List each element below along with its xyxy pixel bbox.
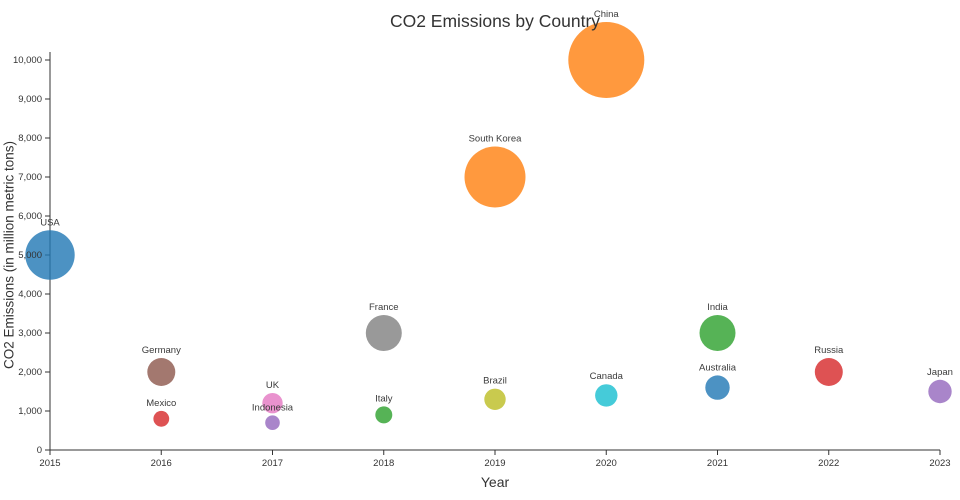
bubble-label: South Korea [469, 134, 523, 145]
y-tick-label: 7,000 [18, 172, 42, 183]
bubble-label: Mexico [146, 398, 176, 409]
bubble-label: Australia [699, 362, 737, 373]
x-tick-label: 2018 [373, 458, 394, 469]
bubble-label: India [707, 302, 728, 313]
x-tick-label: 2021 [707, 458, 728, 469]
x-tick-label: 2019 [484, 458, 505, 469]
x-tick-label: 2016 [151, 458, 172, 469]
y-tick-label: 0 [37, 445, 42, 456]
bubble-italy[interactable] [375, 406, 393, 424]
y-tick-label: 3,000 [18, 328, 42, 339]
bubble-australia[interactable] [705, 375, 730, 400]
chart-title: CO2 Emissions by Country [389, 11, 601, 31]
bubble-brazil[interactable] [484, 388, 506, 410]
bubble-label: Germany [142, 345, 181, 356]
x-axis-label: Year [480, 474, 510, 490]
y-tick-label: 9,000 [18, 94, 42, 105]
x-tick-label: 2015 [39, 458, 60, 469]
bubble-uk[interactable] [262, 393, 283, 414]
y-tick-label: 10,000 [13, 55, 42, 66]
y-tick-label: 8,000 [18, 133, 42, 144]
bubble-china[interactable] [568, 22, 645, 98]
y-axis-label: CO2 Emissions (in million metric tons) [1, 140, 17, 370]
bubble-japan[interactable] [928, 379, 952, 404]
bubble-canada[interactable] [595, 384, 618, 407]
bubble-usa[interactable] [25, 230, 75, 280]
bubble-label: Russia [814, 345, 844, 356]
bubble-label: USA [40, 217, 60, 228]
x-tick-label: 2017 [262, 458, 283, 469]
bubble-france[interactable] [365, 315, 402, 351]
bubble-label: Italy [375, 393, 393, 404]
y-tick-label: 4,000 [18, 289, 42, 300]
bubble-india[interactable] [699, 315, 736, 351]
x-tick-label: 2022 [818, 458, 839, 469]
bubble-label: China [594, 9, 620, 20]
bubble-russia[interactable] [814, 358, 843, 386]
bubble-label: UK [266, 380, 280, 391]
x-tick-label: 2023 [929, 458, 950, 469]
y-tick-label: 1,000 [18, 406, 42, 417]
bubble-label: Canada [590, 371, 624, 382]
y-tick-label: 2,000 [18, 367, 42, 378]
bubble-south-korea[interactable] [464, 146, 526, 208]
bubble-label: France [369, 302, 399, 313]
bubble-mexico[interactable] [153, 410, 170, 427]
bubble-label: Japan [927, 367, 953, 378]
y-tick-label: 5,000 [18, 250, 42, 261]
bubble-label: Brazil [483, 376, 507, 387]
bubble-label: Indonesia [252, 402, 294, 413]
bubble-indonesia[interactable] [265, 415, 280, 431]
x-tick-label: 2020 [596, 458, 617, 469]
bubble-germany[interactable] [147, 358, 176, 386]
y-tick-label: 6,000 [18, 211, 42, 222]
